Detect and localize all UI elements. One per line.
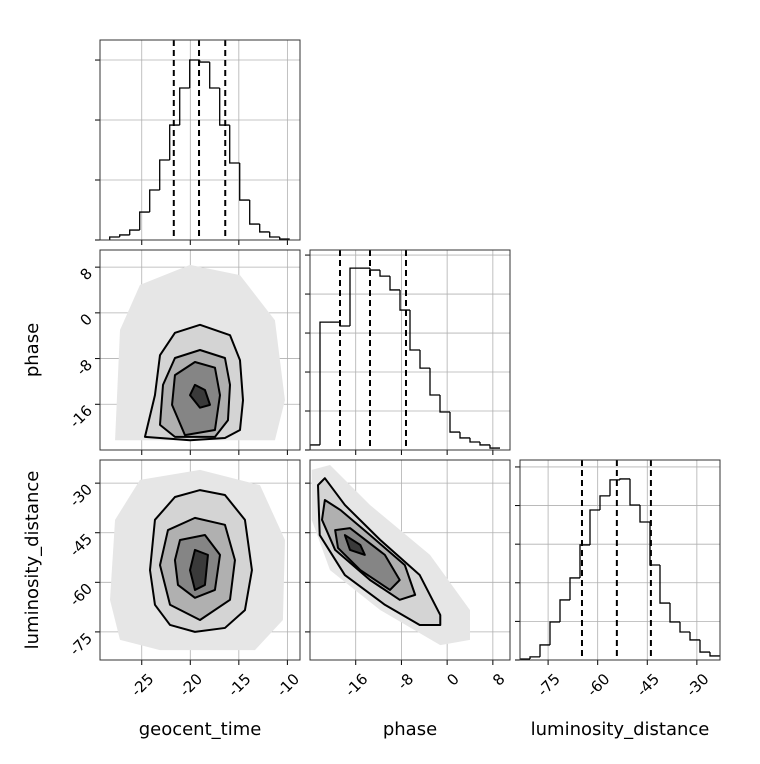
- x-tick-label: -75: [534, 670, 564, 700]
- hist-step: [189, 59, 200, 88]
- hist-step: [669, 603, 680, 623]
- hist-step: [459, 432, 470, 439]
- hist-step: [319, 321, 330, 445]
- hist-step: [520, 658, 530, 660]
- hist-step: [699, 639, 710, 653]
- x-tick-label: -45: [633, 670, 663, 700]
- hist-step: [149, 189, 160, 213]
- x-tick-label: -16: [341, 670, 371, 700]
- y-tick-label: -30: [66, 480, 96, 510]
- contour: [343, 534, 366, 556]
- panel: -16 -8 0 8 phase: [305, 459, 511, 740]
- hist-step: [279, 237, 290, 240]
- hist-step: [219, 87, 230, 126]
- panel: 8 0 -8 -16 phase: [22, 249, 301, 455]
- y-axis-label: luminosity_distance: [22, 471, 43, 650]
- panel: [305, 249, 511, 455]
- hist-step: [529, 656, 540, 660]
- panel: -75 -60 -45 -30 luminosity_distance: [515, 459, 721, 740]
- x-tick-label: -60: [583, 670, 613, 700]
- x-axis-label: luminosity_distance: [531, 719, 710, 740]
- panel: [95, 39, 301, 245]
- hist-step: [310, 444, 320, 450]
- panel-frame: [309, 459, 511, 661]
- x-tick-label: 0: [443, 670, 462, 689]
- hist-step: [269, 231, 280, 238]
- y-tick-label: -16: [66, 402, 96, 432]
- x-tick-label: -15: [225, 670, 255, 700]
- x-tick-label: -10: [273, 670, 303, 700]
- hist-step: [349, 267, 360, 327]
- hist-step: [609, 479, 620, 496]
- panel-frame: [99, 459, 301, 661]
- y-tick-label: 8: [77, 264, 96, 283]
- hist-step: [589, 509, 600, 545]
- y-tick-label: 0: [77, 310, 96, 329]
- hist-step: [229, 125, 240, 164]
- hist-step: [639, 504, 650, 523]
- panel-frame: [519, 459, 721, 661]
- hist-step: [109, 236, 120, 240]
- contour: [189, 548, 209, 591]
- panel-frame: [309, 249, 511, 451]
- hist-step: [579, 544, 590, 578]
- hist-step: [549, 621, 560, 645]
- x-axis-label: phase: [383, 719, 437, 740]
- hist-step: [439, 395, 450, 413]
- hist-step: [379, 270, 390, 277]
- hist-step: [489, 444, 500, 449]
- hist-step: [539, 644, 550, 657]
- x-tick-label: -25: [127, 670, 157, 700]
- x-tick-label: -20: [176, 670, 206, 700]
- x-axis-label: geocent_time: [139, 719, 262, 740]
- hist-step: [259, 224, 270, 233]
- hist-step: [419, 350, 430, 369]
- hist-step: [569, 577, 580, 600]
- hist-step: [559, 599, 570, 622]
- hist-step: [619, 478, 630, 480]
- x-tick-label: 8: [489, 670, 508, 689]
- hist-step: [709, 652, 720, 657]
- hist-step: [239, 162, 250, 201]
- hist-step: [139, 211, 150, 231]
- contour: [189, 383, 211, 409]
- panel: -25 -20 -15 -10 -30 -45 -60 -75 geocent_time lumi…: [22, 459, 303, 740]
- hist-step: [409, 310, 420, 351]
- y-axis-label: phase: [22, 323, 43, 377]
- panel-frame: [99, 249, 301, 451]
- hist-step: [429, 368, 440, 396]
- hist-step: [389, 276, 400, 291]
- hist-step: [689, 632, 700, 641]
- hist-step: [249, 200, 260, 225]
- hist-step: [209, 62, 220, 89]
- hist-step: [679, 621, 690, 633]
- hist-step: [129, 229, 140, 235]
- hist-step: [479, 442, 490, 446]
- hist-step: [599, 495, 610, 510]
- hist-step: [169, 124, 180, 160]
- x-tick-label: -30: [683, 670, 713, 700]
- x-tick-label: -8: [394, 670, 417, 693]
- hist-step: [369, 268, 380, 271]
- hist-step: [449, 411, 460, 433]
- y-tick-label: -8: [73, 356, 96, 379]
- y-tick-label: -45: [66, 530, 96, 560]
- y-tick-label: -60: [66, 580, 96, 610]
- hist-step: [659, 565, 670, 604]
- hist-step: [339, 322, 350, 327]
- hist-step: [469, 437, 480, 443]
- hist-step: [629, 478, 640, 506]
- panel-frame: [99, 39, 301, 241]
- hist-step: [119, 234, 130, 238]
- hist-step: [179, 87, 190, 126]
- y-tick-label: -75: [66, 629, 96, 659]
- hist-step: [159, 159, 170, 190]
